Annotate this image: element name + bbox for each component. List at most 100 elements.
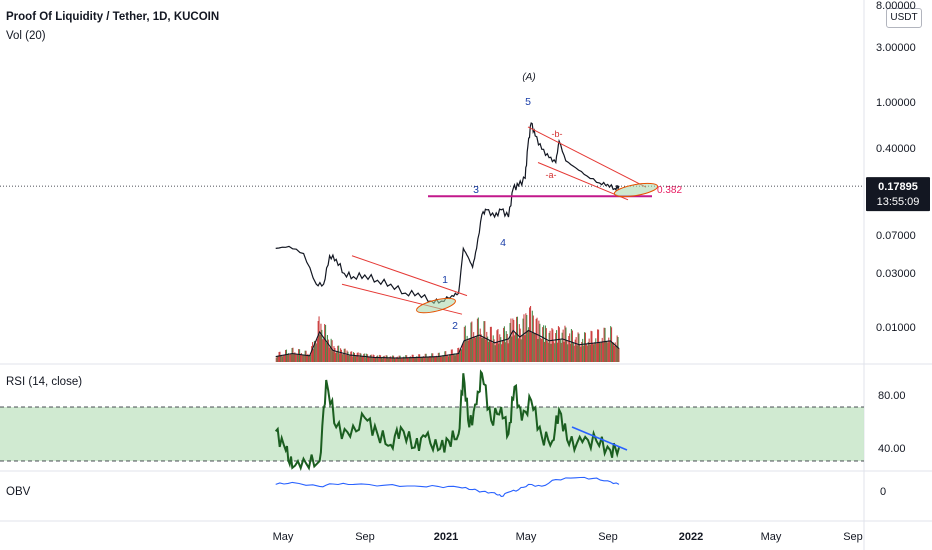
volume-bar bbox=[380, 357, 382, 362]
volume-bar bbox=[368, 357, 370, 362]
price-axis-tick: 0.07000 bbox=[876, 230, 916, 242]
volume-bar bbox=[558, 327, 560, 362]
volume-bar bbox=[291, 348, 293, 362]
volume-bar bbox=[496, 330, 498, 362]
volume-bar bbox=[615, 345, 617, 362]
volume-bar bbox=[551, 328, 553, 362]
volume-bar bbox=[300, 353, 302, 362]
volume-bar bbox=[292, 347, 294, 362]
volume-bar bbox=[523, 314, 525, 362]
volume-bar bbox=[380, 355, 382, 362]
volume-bar bbox=[337, 345, 339, 362]
volume-bar bbox=[469, 338, 471, 362]
volume-bar bbox=[531, 310, 533, 362]
volume-bar bbox=[433, 356, 435, 362]
volume-bar bbox=[457, 348, 459, 362]
volume-bar bbox=[538, 320, 540, 362]
volume-bar bbox=[596, 343, 598, 362]
volume-bar bbox=[462, 345, 464, 362]
volume-bar bbox=[475, 336, 477, 362]
volume-bar bbox=[356, 352, 358, 362]
volume-bar bbox=[327, 339, 329, 362]
volume-bar bbox=[506, 334, 508, 362]
volume-bar bbox=[308, 355, 310, 362]
volume-bar bbox=[423, 357, 425, 362]
volume-bar bbox=[390, 356, 392, 362]
volume-legend[interactable]: Vol (20) bbox=[6, 30, 46, 42]
volume-bar bbox=[495, 342, 497, 362]
volume-bar bbox=[316, 339, 318, 362]
volume-bar bbox=[494, 345, 496, 362]
volume-bar bbox=[498, 343, 500, 362]
rsi-legend[interactable]: RSI (14, close) bbox=[6, 376, 83, 388]
volume-bar bbox=[307, 353, 309, 362]
volume-bar bbox=[510, 318, 512, 362]
volume-bar bbox=[318, 316, 320, 362]
volume-bar bbox=[607, 342, 609, 362]
volume-bar bbox=[381, 358, 383, 362]
volume-bar bbox=[554, 343, 556, 362]
volume-bar bbox=[346, 350, 348, 362]
volume-bar bbox=[516, 316, 518, 362]
volume-bar bbox=[555, 333, 557, 362]
volume-bar bbox=[569, 333, 571, 362]
volume-bar bbox=[478, 336, 480, 362]
volume-bar bbox=[512, 318, 514, 362]
price-axis-tick: 0.40000 bbox=[876, 143, 916, 155]
time-axis-tick: 2021 bbox=[434, 531, 458, 543]
volume-bar bbox=[394, 358, 396, 362]
volume-bar bbox=[452, 354, 454, 362]
volume-bar bbox=[562, 329, 564, 362]
volume-bar bbox=[303, 355, 305, 362]
volume-bar bbox=[570, 329, 572, 362]
volume-bar bbox=[367, 354, 369, 362]
volume-bar bbox=[301, 354, 303, 362]
volume-bar bbox=[330, 338, 332, 362]
volume-bar bbox=[518, 324, 520, 362]
volume-bar bbox=[559, 340, 561, 362]
volume-bar bbox=[451, 349, 453, 362]
volume-bar bbox=[375, 358, 377, 362]
volume-bar bbox=[312, 348, 314, 362]
volume-bar bbox=[468, 339, 470, 362]
fib-level-label: 0.382 bbox=[657, 185, 682, 196]
volume-bar bbox=[417, 357, 419, 362]
volume-bar bbox=[317, 321, 319, 362]
volume-bar bbox=[577, 332, 579, 362]
volume-bar bbox=[398, 355, 400, 362]
volume-bar bbox=[540, 338, 542, 362]
volume-bar bbox=[392, 355, 394, 362]
volume-bar bbox=[290, 353, 292, 362]
price-axis-tick: 8.00000 bbox=[876, 0, 916, 12]
volume-bar bbox=[334, 348, 336, 362]
volume-bar bbox=[490, 326, 492, 362]
volume-bar bbox=[530, 332, 532, 362]
volume-bar bbox=[353, 353, 355, 362]
volume-bar bbox=[312, 342, 314, 362]
volume-bar bbox=[484, 321, 486, 362]
volume-bar bbox=[285, 349, 287, 362]
volume-bar bbox=[427, 357, 429, 362]
volume-bar bbox=[580, 346, 582, 362]
currency-button[interactable]: USDT bbox=[886, 8, 922, 28]
obv-legend[interactable]: OBV bbox=[6, 486, 31, 498]
axes: 8.00000 3.00000 1.00000 0.40000 0.07000 0.030… bbox=[273, 0, 930, 543]
volume-bar bbox=[298, 349, 300, 362]
correction-label: -a- bbox=[546, 170, 557, 180]
volume-bar bbox=[458, 347, 460, 362]
volume-bar bbox=[426, 357, 428, 362]
volume-bar bbox=[357, 352, 359, 362]
volume-bar bbox=[466, 335, 468, 362]
volume-bar bbox=[320, 323, 322, 362]
volume-bar bbox=[568, 336, 570, 362]
volume-bar bbox=[410, 357, 412, 362]
volume-bar bbox=[491, 342, 493, 362]
volume-bar bbox=[394, 358, 396, 362]
volume-bar bbox=[573, 345, 575, 362]
volume-bar bbox=[609, 341, 611, 362]
volume-bar bbox=[604, 327, 606, 362]
volume-bar bbox=[406, 355, 408, 362]
volume-bar bbox=[288, 354, 290, 362]
rsi-pane bbox=[0, 369, 864, 471]
